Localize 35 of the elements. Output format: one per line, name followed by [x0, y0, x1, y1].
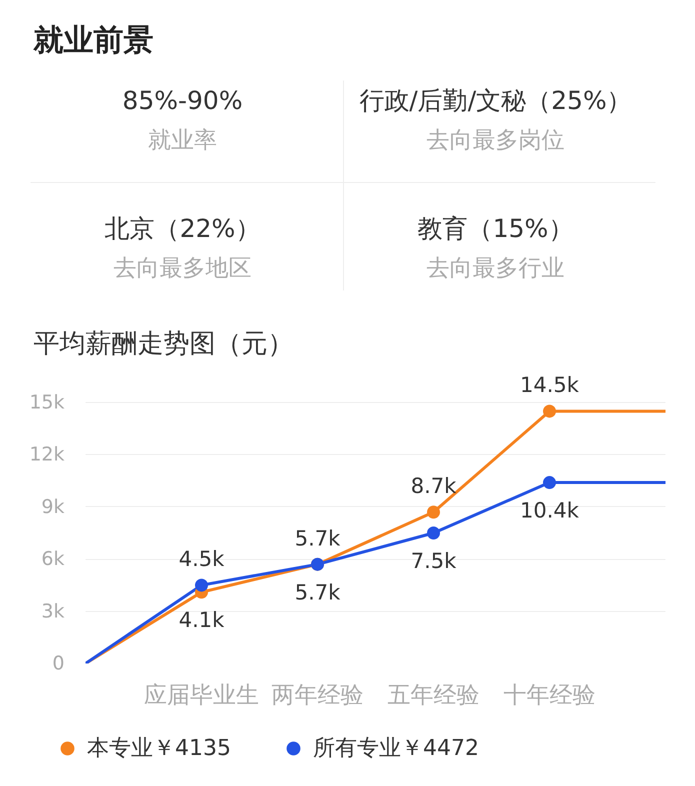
data-label: 5.7k	[294, 580, 342, 604]
data-label: 4.5k	[178, 547, 226, 572]
y-tick-label: 15k	[29, 392, 65, 414]
legend-label: 本专业￥4135	[87, 735, 231, 763]
text: 就业前景	[32, 23, 154, 58]
data-label: 14.5k	[520, 373, 580, 398]
text: 行政/后勤/文秘（25%）	[359, 86, 632, 115]
x-tick-label: 五年经验	[388, 682, 480, 708]
point	[427, 526, 440, 540]
chart-title: 平均薪酬走势图（元）	[34, 329, 294, 359]
text: 教育（15%）	[418, 214, 574, 243]
data-label: 8.7k	[410, 474, 458, 498]
y-tick-label: 12k	[29, 444, 65, 466]
data-label: 7.5k	[410, 549, 458, 573]
point	[543, 476, 556, 490]
data-label: 4.1k	[178, 608, 226, 632]
legend-label: 所有专业￥4472	[313, 735, 479, 763]
data-label: 10.4k	[520, 498, 580, 523]
y-tick-label: 3k	[41, 600, 64, 622]
y-tick-label: 6k	[41, 548, 64, 570]
text: 就业率	[148, 128, 217, 154]
x-tick-label: 十年经验	[504, 682, 596, 708]
point	[195, 578, 208, 592]
text: 去向最多地区	[114, 256, 252, 282]
point	[427, 506, 440, 519]
text: 去向最多行业	[426, 256, 564, 282]
data-label: 5.7k	[294, 526, 342, 550]
x-tick-label: 两年经验	[272, 682, 364, 708]
point	[543, 404, 556, 418]
text: 北京（22%）	[104, 214, 260, 243]
y-tick-label: 9k	[41, 496, 64, 518]
x-tick-label: 应届毕业生	[144, 682, 259, 708]
text: 去向最多岗位	[426, 128, 564, 154]
y-tick-label: 0	[52, 652, 65, 674]
text: 85%-90%	[122, 86, 243, 115]
